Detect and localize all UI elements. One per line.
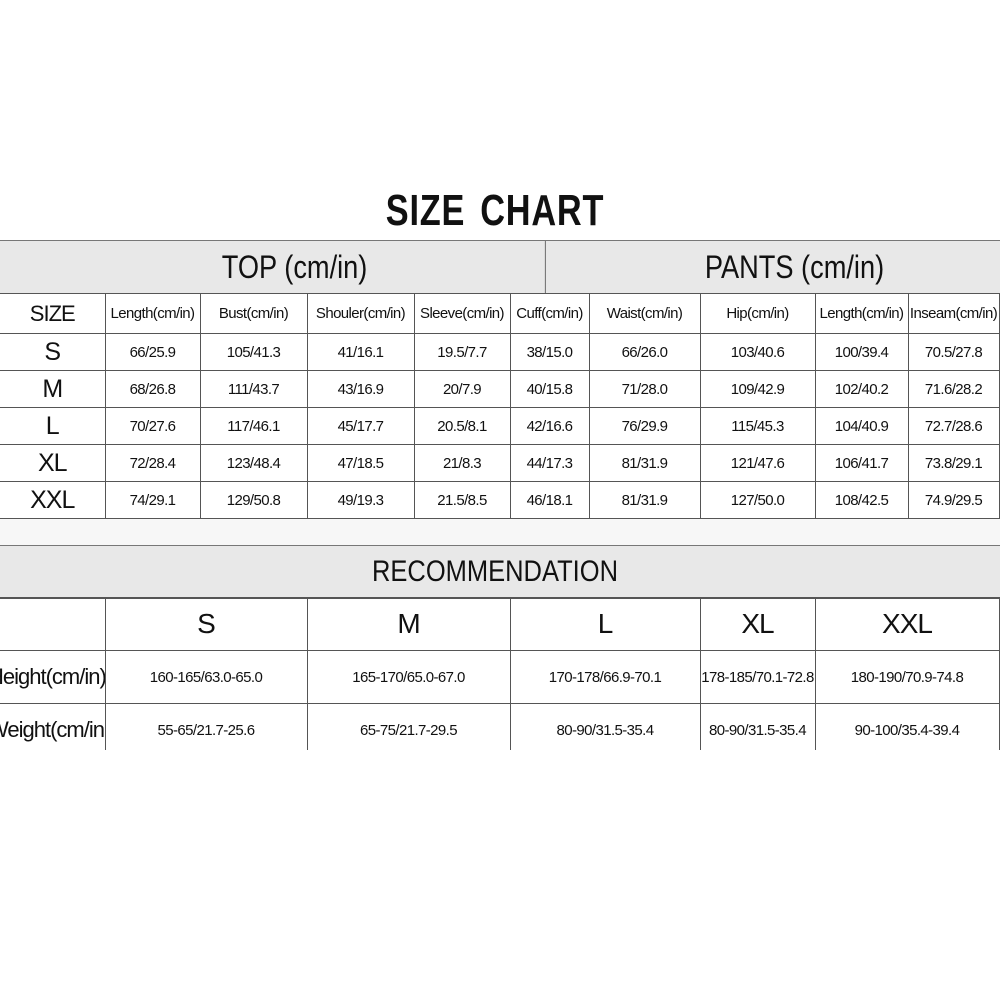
table-cell: 104/40.9 <box>814 407 909 445</box>
table-cell: 40/15.8 <box>509 370 590 408</box>
table-cell: 38/15.0 <box>509 333 590 371</box>
table-cell: 90-100/35.4-39.4 <box>814 703 1000 750</box>
table-cell: 74.9/29.5 <box>907 481 1000 519</box>
table-cell: 100/39.4 <box>814 333 909 371</box>
recommendation-table: SMLXLXXLHeight(cm/in)160-165/63.0-65.016… <box>0 597 1000 750</box>
recommendation-title: RECOMMENDATION <box>371 555 619 588</box>
pants-header: PANTS (cm/in) <box>704 248 885 285</box>
size-label: XXL <box>0 481 106 519</box>
table-cell: 46/18.1 <box>509 481 590 519</box>
table-cell: 72/28.4 <box>104 444 201 482</box>
table-row: M 68/26.8 111/43.7 43/16.9 20/7.9 40/15.8 71/2… <box>0 370 1000 408</box>
recommendation-header: RECOMMENDATION <box>0 545 1000 599</box>
top-header: TOP (cm/in) <box>44 241 546 293</box>
size-header-row: SIZE Length(cm/in) Bust(cm/in) Shouler(cm/i… <box>0 293 1000 334</box>
table-cell: 103/40.6 <box>699 333 816 371</box>
table-cell: 108/42.5 <box>814 481 909 519</box>
table-cell: 105/41.3 <box>199 333 308 371</box>
table-cell: 21.5/8.5 <box>413 481 511 519</box>
size-label: XXL <box>814 597 1000 651</box>
table-cell: 121/47.6 <box>699 444 816 482</box>
table-cell: 73.8/29.1 <box>907 444 1000 482</box>
page-title: SIZE CHART <box>385 186 605 235</box>
table-cell: 68/26.8 <box>104 370 201 408</box>
table-cell: 81/31.9 <box>588 481 701 519</box>
table-cell: 55-65/21.7-25.6 <box>104 703 308 750</box>
table-cell: 117/46.1 <box>199 407 308 445</box>
section-gap <box>0 519 1000 545</box>
table-cell: 20/7.9 <box>413 370 511 408</box>
table-cell: 106/41.7 <box>814 444 909 482</box>
recommendation-size-row: S M L XL XXL <box>0 597 1000 651</box>
size-label: XL <box>699 597 816 651</box>
table-cell: 81/31.9 <box>588 444 701 482</box>
table-cell: 21/8.3 <box>413 444 511 482</box>
table-cell: 178-185/70.1-72.8 <box>699 650 816 704</box>
table-cell: 66/26.0 <box>588 333 701 371</box>
table-cell: 65-75/21.7-29.5 <box>306 703 511 750</box>
row-label-text: Height(cm/in) <box>0 664 105 689</box>
table-cell: 71/28.0 <box>588 370 701 408</box>
size-label: M <box>306 597 511 651</box>
table-cell: 66/25.9 <box>104 333 201 371</box>
column-header: Waist(cm/in) <box>588 293 701 334</box>
table-cell: 127/50.0 <box>699 481 816 519</box>
table-row: S 66/25.9 105/41.3 41/16.1 19.5/7.7 38/15.0 66… <box>0 333 1000 371</box>
table-cell: 19.5/7.7 <box>413 333 511 371</box>
table-cell: 74/29.1 <box>104 481 201 519</box>
size-table: SIZE Length(cm/in) Bust(cm/in) Shouler(cm/i… <box>0 293 1000 519</box>
table-cell: 80-90/31.5-35.4 <box>699 703 816 750</box>
column-header: Shouler(cm/in) <box>306 293 415 334</box>
column-header: Length(cm/in) <box>104 293 201 334</box>
table-cell: 160-165/63.0-65.0 <box>104 650 308 704</box>
table-cell: 111/43.7 <box>199 370 308 408</box>
size-section-header: TOP (cm/in) PANTS (cm/in) <box>0 240 1000 294</box>
column-header: Cuff(cm/in) <box>509 293 590 334</box>
table-cell: 70/27.6 <box>104 407 201 445</box>
table-cell: 129/50.8 <box>199 481 308 519</box>
table-cell: 180-190/70.9-74.8 <box>814 650 1000 704</box>
table-cell: 72.7/28.6 <box>907 407 1000 445</box>
row-label-text: Weight(cm/in <box>0 717 104 742</box>
empty-cell <box>0 597 106 651</box>
table-cell: 44/17.3 <box>509 444 590 482</box>
table-cell: 70.5/27.8 <box>907 333 1000 371</box>
row-label: Height(cm/in) <box>0 650 106 704</box>
table-cell: 20.5/8.1 <box>413 407 511 445</box>
size-label: L <box>509 597 701 651</box>
column-header: Length(cm/in) <box>814 293 909 334</box>
table-row: L 70/27.6 117/46.1 45/17.7 20.5/8.1 42/16.6 76… <box>0 407 1000 445</box>
column-header: SIZE <box>0 293 106 334</box>
size-label: S <box>0 333 106 371</box>
column-header: Inseam(cm/in) <box>907 293 1000 334</box>
table-cell: 165-170/65.0-67.0 <box>306 650 511 704</box>
table-cell: 42/16.6 <box>509 407 590 445</box>
table-cell: 71.6/28.2 <box>907 370 1000 408</box>
table-cell: 41/16.1 <box>306 333 415 371</box>
table-cell: 76/29.9 <box>588 407 701 445</box>
size-label: XL <box>0 444 106 482</box>
size-label: L <box>0 407 106 445</box>
table-cell: 43/16.9 <box>306 370 415 408</box>
row-label: Weight(cm/in <box>0 703 106 750</box>
table-cell: 109/42.9 <box>699 370 816 408</box>
column-header: Sleeve(cm/in) <box>413 293 511 334</box>
table-row: XL 72/28.4 123/48.4 47/18.5 21/8.3 44/17.3 81/… <box>0 444 1000 482</box>
recommendation-clip: SMLXLXXLHeight(cm/in)160-165/63.0-65.016… <box>0 597 1000 750</box>
table-cell: 47/18.5 <box>306 444 415 482</box>
table-cell: 80-90/31.5-35.4 <box>509 703 701 750</box>
table-row: Weight(cm/in55-65/21.7-25.665-75/21.7-29… <box>0 703 1000 750</box>
table-cell: 115/45.3 <box>699 407 816 445</box>
table-row: XXL 74/29.1 129/50.8 49/19.3 21.5/8.5 46/18.1… <box>0 481 1000 519</box>
column-header: Bust(cm/in) <box>199 293 308 334</box>
size-label: S <box>104 597 308 651</box>
table-cell: 123/48.4 <box>199 444 308 482</box>
column-header: Hip(cm/in) <box>699 293 816 334</box>
table-cell: 45/17.7 <box>306 407 415 445</box>
size-label: M <box>0 370 106 408</box>
table-row: Height(cm/in)160-165/63.0-65.0165-170/65… <box>0 650 1000 704</box>
table-cell: 49/19.3 <box>306 481 415 519</box>
table-cell: 170-178/66.9-70.1 <box>509 650 701 704</box>
table-cell: 102/40.2 <box>814 370 909 408</box>
